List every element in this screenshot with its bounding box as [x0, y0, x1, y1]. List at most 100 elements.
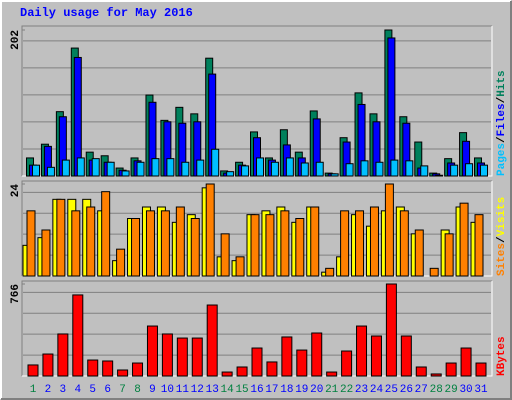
bar — [330, 173, 339, 177]
x-tick-label: 22 — [340, 384, 353, 396]
bar — [136, 161, 145, 177]
bar — [400, 335, 412, 377]
legend-separator: / — [496, 96, 508, 103]
bar — [205, 183, 215, 277]
x-tick-label: 5 — [89, 384, 96, 396]
bar — [206, 304, 218, 377]
legend: Pages/Files/Hits — [496, 70, 508, 176]
bar — [475, 362, 487, 377]
bar — [341, 350, 353, 377]
bar — [405, 160, 414, 177]
x-tick-label: 12 — [191, 384, 204, 396]
legend: Sites/Visits — [496, 197, 508, 276]
x-tick-label: 23 — [355, 384, 368, 396]
bar — [399, 210, 409, 277]
bar — [41, 229, 51, 277]
x-tick-label: 6 — [104, 384, 111, 396]
legend-separator: / — [496, 236, 508, 243]
bar — [191, 337, 203, 377]
bar — [86, 206, 96, 277]
bar — [236, 366, 248, 377]
y-tick-label: 24 — [10, 184, 22, 198]
bar — [121, 170, 130, 177]
bar — [196, 159, 205, 177]
x-tick-label: 16 — [250, 384, 263, 396]
bar — [76, 157, 85, 177]
bar — [32, 164, 40, 177]
bar — [355, 210, 365, 277]
bar — [384, 183, 394, 277]
bar — [160, 210, 170, 277]
bar — [480, 164, 488, 177]
bar — [474, 214, 484, 277]
bar — [375, 161, 384, 177]
bar — [102, 360, 114, 377]
bar — [71, 210, 81, 277]
bar — [429, 267, 439, 277]
bar — [369, 206, 379, 277]
bar — [430, 373, 442, 377]
x-tick-label: 1 — [30, 384, 37, 396]
bar — [146, 325, 158, 377]
bar — [311, 332, 323, 377]
bar — [72, 294, 84, 377]
bar — [131, 218, 141, 277]
bar — [420, 165, 429, 177]
bar — [151, 158, 160, 177]
bar — [175, 206, 185, 277]
bar — [444, 233, 454, 277]
legend-entry: Hits — [496, 70, 508, 96]
bar — [211, 148, 220, 177]
x-tick-label: 8 — [134, 384, 141, 396]
bar — [310, 206, 320, 277]
y-tick-label: 766 — [10, 284, 22, 304]
bar — [235, 256, 245, 277]
bar — [251, 347, 263, 377]
y-tick-label: 202 — [10, 30, 22, 50]
x-tick-label: 7 — [119, 384, 126, 396]
plot-edge-dark — [21, 280, 492, 376]
bar — [181, 161, 190, 177]
x-tick-label: 26 — [400, 384, 413, 396]
legend-separator: / — [496, 136, 508, 143]
bar — [340, 210, 350, 277]
bar — [266, 361, 278, 377]
x-tick-label: 27 — [415, 384, 428, 396]
bar — [221, 371, 233, 377]
bar — [56, 198, 66, 277]
bar — [145, 210, 155, 277]
bar — [265, 214, 275, 277]
bar — [46, 166, 55, 177]
plot-edge-dark — [21, 25, 492, 176]
bar — [414, 229, 424, 277]
x-tick-label: 10 — [161, 384, 174, 396]
bar — [445, 362, 457, 377]
x-tick-label: 15 — [235, 384, 248, 396]
x-tick-label: 14 — [221, 384, 235, 396]
bar — [465, 163, 474, 177]
legend-entry: Sites — [496, 243, 508, 276]
bar — [325, 267, 335, 277]
bar — [435, 174, 444, 177]
bar — [42, 353, 54, 377]
legend-entry: KBytes — [496, 336, 508, 376]
plot-edge-dark — [21, 180, 492, 276]
bar — [26, 210, 36, 277]
bar — [190, 218, 200, 277]
bar — [220, 233, 230, 277]
x-tick-label: 21 — [325, 384, 339, 396]
x-tick-label: 2 — [45, 384, 52, 396]
x-tick-label: 24 — [370, 384, 384, 396]
bar — [241, 165, 250, 177]
x-tick-label: 30 — [459, 384, 472, 396]
bar — [360, 160, 369, 177]
bar — [281, 336, 293, 377]
bar — [387, 37, 396, 177]
x-tick-label: 4 — [74, 384, 81, 396]
x-tick-label: 19 — [295, 384, 308, 396]
bar — [61, 159, 70, 177]
bar — [166, 158, 175, 177]
bar — [116, 248, 126, 277]
legend-entry: Pages — [496, 143, 508, 176]
